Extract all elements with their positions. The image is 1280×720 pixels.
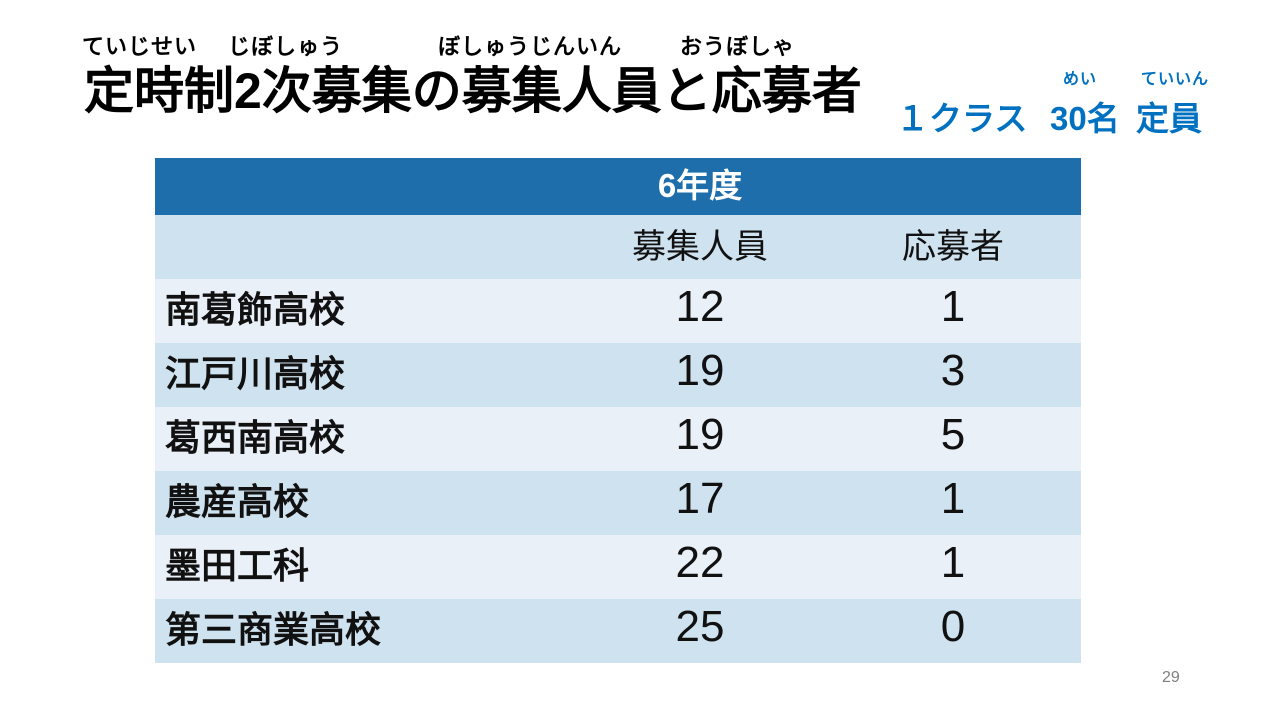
applicant-count-cell: 0 [940,602,966,651]
school-name-cell: 葛西南高校 [165,417,346,458]
furigana-text: じぼしゅう [228,34,344,59]
table-row: 南葛飾高校 12 1 [155,279,1081,343]
recruit-count-cell: 19 [675,410,725,459]
furigana-text: めい [1063,71,1098,88]
recruit-count-cell: 19 [675,346,725,395]
applicant-count-cell: 5 [940,410,966,459]
capacity-note-class: １クラス [896,100,1028,137]
col-header-recruit: 募集人員 [632,227,768,266]
table-row: 墨田工科 22 1 [155,535,1081,599]
year-header-cell: 6年度 [657,166,743,204]
furigana-text: ていいん [1141,71,1210,88]
school-name-cell: 江戸川高校 [165,353,346,394]
col-header-applicants: 応募者 [902,227,1004,266]
furigana-text: ていじせい [82,34,198,59]
table-header-row: 6年度 [155,158,1081,215]
furigana-text: ぼしゅうじんいん [438,34,623,59]
applicant-count-cell: 3 [940,346,966,395]
furigana-text: おうぼしゃ [680,34,796,59]
school-name-cell: 農産高校 [165,481,310,522]
recruit-count-cell: 22 [675,538,725,587]
capacity-note-quota: 定員 [1136,100,1202,137]
table-row: 第三商業高校 25 0 [155,599,1081,663]
table-subheader-row: 募集人員 応募者 [155,215,1081,279]
recruit-count-cell: 12 [675,282,725,331]
table-row: 葛西南高校 19 5 [155,407,1081,471]
page-number: 29 [1162,669,1180,686]
applicant-count-cell: 1 [940,538,966,587]
table-row: 江戸川高校 19 3 [155,343,1081,407]
capacity-note-count: 30名 [1050,100,1120,137]
header-spacer-cell [155,158,575,215]
header-spacer-cell [825,158,1081,215]
recruit-count-cell: 25 [675,602,725,651]
page-title: 定時制2次募集の募集人員と応募者 [84,63,862,119]
recruit-count-cell: 17 [675,474,725,523]
school-name-cell: 南葛飾高校 [165,289,346,330]
applicant-count-cell: 1 [940,282,966,331]
applicant-count-cell: 1 [940,474,966,523]
subheader-spacer-cell [155,215,575,279]
school-name-cell: 墨田工科 [165,545,310,586]
recruitment-table: 6年度 募集人員 応募者 南葛飾高校 12 1 江戸川高校 19 3 葛西南高校… [155,158,1081,663]
table-row: 農産高校 17 1 [155,471,1081,535]
school-name-cell: 第三商業高校 [165,609,382,650]
